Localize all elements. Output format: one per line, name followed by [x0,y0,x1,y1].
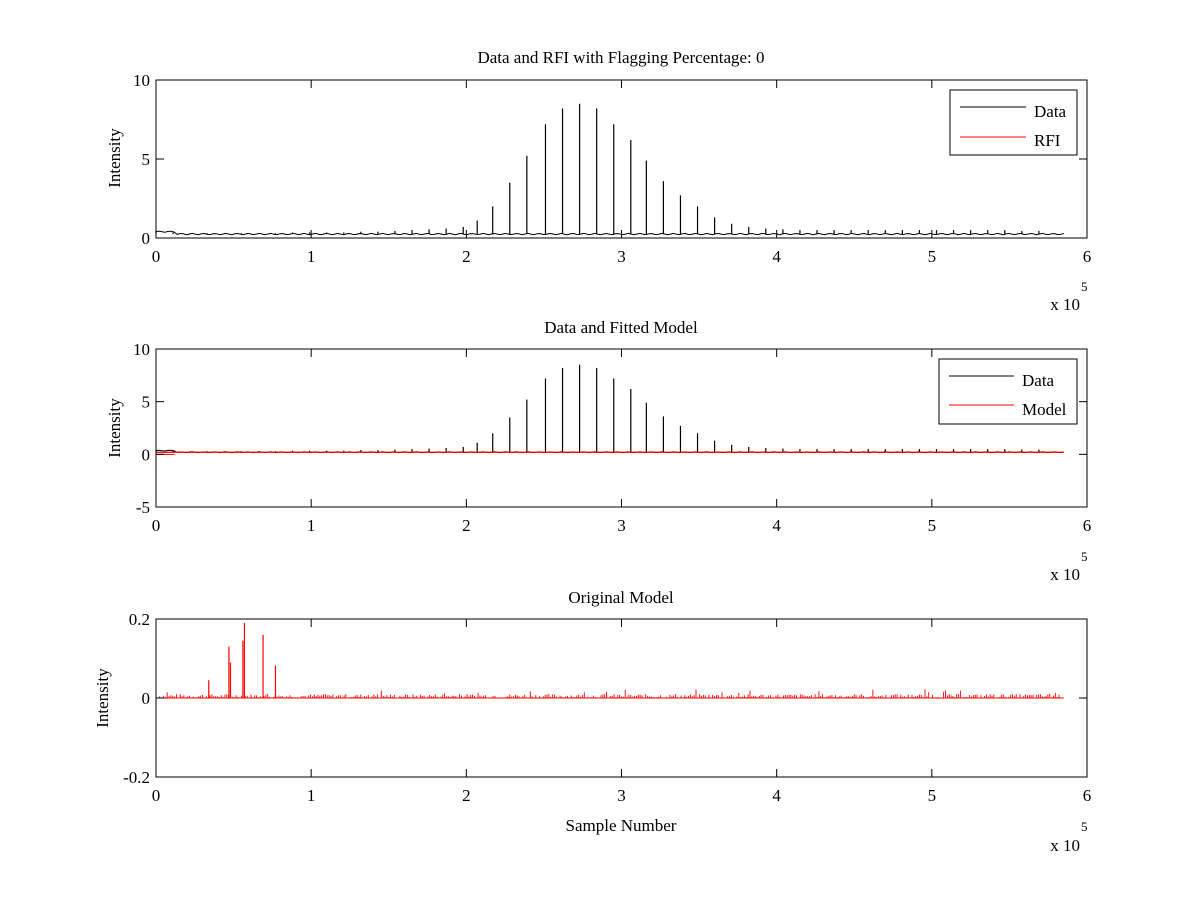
x-tick-label: 1 [307,247,316,266]
panel-fitted-model: Data and Fitted Model Intensity 0 1 2 3 4 5 6 -… [105,318,1091,584]
x-tick-label: 6 [1083,516,1092,535]
legend-label-data: Data [1022,371,1055,390]
x-tick-label: 1 [307,786,316,805]
data-baseline [155,230,1064,236]
x-tick-label: 2 [462,516,471,535]
x-multiplier-exponent: 5 [1081,279,1088,294]
legend-label-model: Model [1022,400,1067,419]
x-multiplier-label: x 10 [1050,836,1080,855]
chart-title: Original Model [568,588,674,607]
plot-area [155,364,1064,455]
model-noise [155,689,1064,698]
x-multiplier-exponent: 5 [1081,819,1088,834]
y-tick-label: -0.2 [123,768,150,787]
x-multiplier-exponent: 5 [1081,549,1088,564]
y-tick-label: 10 [133,71,150,90]
y-tick-label: 0 [142,229,151,248]
x-tick-label: 6 [1083,247,1092,266]
x-tick-label: 1 [307,516,316,535]
x-tick-label: 2 [462,786,471,805]
legend-label-data: Data [1034,102,1067,121]
legend: Data Model [938,358,1078,425]
x-tick-label: 3 [617,786,626,805]
x-tick-label: 4 [772,786,781,805]
x-tick-label: 4 [772,247,781,266]
axis-ticks: 0 1 2 3 4 5 6 0 5 10 [133,71,1091,266]
y-tick-label: 10 [133,340,150,359]
panel-original-model: Original Model Intensity 0 1 2 3 4 5 6-0.200.2… [93,588,1091,855]
plot-area [155,103,1064,236]
y-tick-label: 5 [142,393,151,412]
y-tick-label: 5 [142,150,151,169]
x-tick-label: 3 [617,516,626,535]
chart-title: Data and RFI with Flagging Percentage: 0 [477,48,764,67]
y-tick-label: 0 [142,689,151,708]
panel-rfi: Data and RFI with Flagging Percentage: 0… [105,48,1091,314]
x-tick-label: 5 [928,516,937,535]
axis-ticks: 0 1 2 3 4 5 6-0.200.2 [123,610,1091,805]
y-axis-label: Intensity [105,398,124,458]
axes-frame [155,79,1088,239]
chart-title: Data and Fitted Model [544,318,698,337]
x-multiplier-label: x 10 [1050,565,1080,584]
y-tick-label: -5 [136,498,150,517]
plot-area [155,622,1064,699]
x-tick-label: 2 [462,247,471,266]
x-tick-label: 6 [1083,786,1092,805]
legend-box [949,89,1078,156]
x-tick-label: 3 [617,247,626,266]
y-tick-label: 0 [142,445,151,464]
x-tick-label: 5 [928,247,937,266]
y-tick-label: 0.2 [129,610,150,629]
x-tick-label: 5 [928,786,937,805]
y-axis-label: Intensity [105,128,124,188]
x-multiplier-label: x 10 [1050,295,1080,314]
x-axis-label: Sample Number [566,816,677,835]
legend-label-rfi: RFI [1034,131,1061,150]
legend-box [938,358,1078,425]
legend: Data RFI [949,89,1078,156]
x-tick-label: 4 [772,516,781,535]
x-tick-label: 0 [152,786,161,805]
x-tick-label: 0 [152,247,161,266]
y-axis-label: Intensity [93,668,112,728]
x-tick-label: 0 [152,516,161,535]
